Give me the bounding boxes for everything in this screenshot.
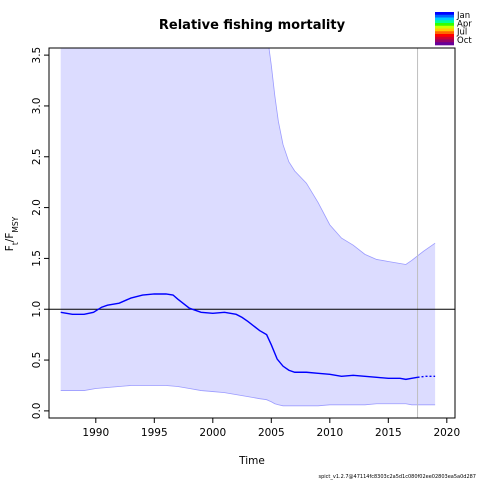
legend-label-jan: Jan — [456, 11, 470, 21]
y-tick-label-5: 2.5 — [31, 148, 43, 165]
legend-label-apr: Apr — [457, 19, 472, 29]
y-tick-label-7: 3.5 — [31, 47, 43, 64]
legend-color-9 — [435, 36, 454, 40]
y-tick-label-6: 3.0 — [31, 98, 43, 115]
x-tick-label-2020: 2020 — [433, 427, 460, 439]
x-axis-label: Time — [238, 455, 265, 467]
forecast-line — [417, 375, 436, 379]
legend-color-7 — [435, 31, 454, 35]
x-tick-label-2000: 2000 — [199, 427, 226, 439]
y-tick-label-2: 1.0 — [31, 301, 43, 318]
legend-color-5 — [435, 25, 454, 29]
x-tick-label-1990: 1990 — [82, 427, 109, 439]
x-tick-label-2010: 2010 — [316, 427, 343, 439]
legend-color-11 — [435, 42, 454, 46]
y-tick-label-1: 0.5 — [31, 352, 43, 369]
x-tick-label-1995: 1995 — [141, 427, 168, 439]
legend-label-jul: Jul — [456, 28, 467, 38]
y-tick-label-0: 0.0 — [31, 403, 43, 420]
legend-color-6 — [435, 28, 454, 32]
y-tick-label-4: 2.0 — [31, 199, 43, 216]
chart-title: Relative fishing mortality — [159, 18, 346, 33]
plot-frame — [48, 47, 456, 419]
estimate-line — [60, 293, 418, 381]
version-footer: spict_v1.2.7@47114fc8303c2a5d1c080f02ee0… — [319, 474, 477, 480]
legend-color-3 — [435, 20, 454, 24]
legend-label-oct: Oct — [457, 36, 472, 46]
legend-color-1 — [435, 14, 454, 18]
legend-color-0 — [435, 12, 454, 16]
plot-area — [49, 48, 455, 418]
x-tick-label-2005: 2005 — [258, 427, 285, 439]
plot-content — [49, 48, 455, 418]
legend-color-10 — [435, 39, 454, 43]
x-tick-label-2015: 2015 — [375, 427, 402, 439]
legend-color-2 — [435, 17, 454, 21]
confidence-band-lower — [60, 385, 436, 407]
confidence-band — [60, 48, 436, 406]
axes: 1990 1995 2000 2005 2010 2015 2020 0.0 0.5 1.0 1.5… — [31, 47, 460, 439]
confidence-band-upper — [60, 48, 436, 265]
legend-color-8 — [435, 34, 454, 38]
y-axis-label: Ft/FMSY — [4, 216, 20, 251]
y-tick-label-3: 1.5 — [31, 250, 43, 267]
legend-color-4 — [435, 23, 454, 27]
